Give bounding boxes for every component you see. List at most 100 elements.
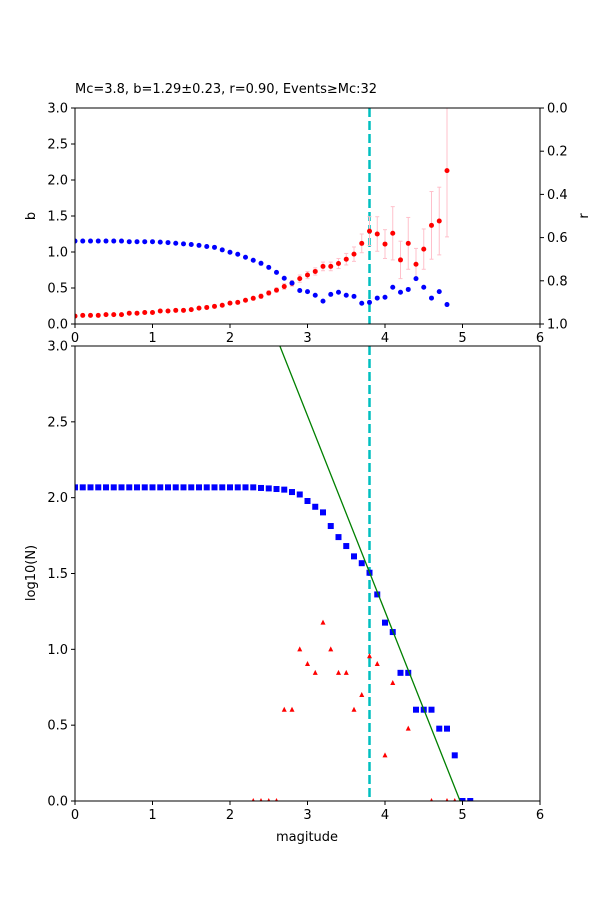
top-point-b-value (390, 230, 396, 236)
top-x-tick-label: 1 (148, 331, 156, 346)
top-point-r (188, 242, 194, 248)
top-point-r (88, 238, 93, 244)
top-x-tick-label: 3 (303, 331, 311, 346)
top-point-b-value (250, 295, 256, 301)
top-point-b-value (405, 240, 411, 246)
top-right-y-tick-label: 0.6 (547, 231, 568, 246)
top-point-r (398, 289, 403, 295)
top-point-r (390, 284, 396, 290)
bottom-point-cumulative (211, 484, 218, 491)
top-point-b-value (235, 299, 241, 305)
top-point-b-value (119, 312, 124, 318)
top-point-b-value (188, 307, 194, 313)
bottom-plot-area (75, 346, 474, 801)
top-point-b-value (351, 251, 357, 257)
top-x-tick-label: 5 (458, 331, 466, 346)
top-point-b-value (196, 305, 202, 311)
bottom-point-non-cumulative (374, 661, 380, 667)
top-point-r (328, 291, 334, 297)
top-right-y-tick-label: 1.0 (547, 318, 568, 333)
bottom-point-non-cumulative (405, 725, 411, 731)
top-right-y-tick-label: 0.0 (547, 102, 568, 117)
top-point-b-value (328, 263, 334, 269)
top-point-b-value (343, 256, 349, 262)
bottom-point-non-cumulative (445, 798, 449, 801)
bottom-y-tick-label: 0.0 (47, 795, 68, 810)
bottom-y-tick-label: 1.5 (47, 567, 68, 582)
top-point-b-value (227, 300, 233, 306)
top-point-r (266, 264, 272, 270)
bottom-y-tick-label: 0.5 (47, 719, 68, 734)
bottom-y-tick-label: 3.0 (47, 340, 68, 355)
top-point-r (336, 289, 341, 295)
bottom-x-axis-label: magitude (276, 830, 338, 845)
top-point-r (421, 284, 427, 290)
top-y-tick-label: 1.0 (47, 246, 68, 261)
bottom-point-cumulative (413, 706, 419, 713)
top-y-axis-label: b (24, 212, 39, 220)
top-right-axis-label: r (577, 213, 592, 219)
top-point-r (413, 276, 419, 282)
bottom-point-non-cumulative (367, 653, 372, 659)
bottom-point-non-cumulative (336, 669, 341, 675)
bottom-point-cumulative (219, 484, 226, 491)
bottom-point-cumulative (343, 543, 350, 550)
bottom-point-non-cumulative (351, 706, 357, 712)
top-point-r (429, 295, 434, 301)
top-point-b-value (421, 246, 427, 252)
bottom-point-cumulative (149, 484, 156, 491)
top-y-tick-label: 1.5 (47, 210, 68, 225)
top-point-b-value (382, 241, 388, 247)
bottom-point-cumulative (289, 489, 295, 496)
bottom-y-tick-label: 2.0 (47, 491, 68, 506)
top-point-r (274, 269, 279, 275)
top-point-r (281, 275, 287, 281)
bottom-point-non-cumulative (320, 619, 326, 625)
bottom-point-cumulative (126, 484, 133, 491)
top-y-tick-label: 2.5 (47, 138, 68, 153)
bottom-point-cumulative (242, 484, 249, 491)
top-point-r (196, 242, 202, 248)
top-point-r (444, 302, 450, 308)
top-point-b-value (336, 261, 341, 267)
bottom-y-tick-label: 1.0 (47, 643, 68, 658)
bottom-x-tick-label: 3 (303, 808, 311, 823)
top-point-r (204, 243, 210, 249)
top-point-r (75, 238, 78, 244)
top-point-b-value (181, 307, 186, 313)
top-point-r (243, 254, 248, 260)
bottom-point-non-cumulative (259, 798, 263, 801)
bottom-x-tick-label: 4 (381, 808, 389, 823)
bottom-point-cumulative (196, 484, 202, 491)
bottom-point-non-cumulative (305, 661, 310, 667)
top-point-r (405, 286, 411, 292)
top-point-r (165, 240, 171, 246)
bottom-point-cumulative (234, 484, 241, 491)
bottom-point-cumulative (79, 484, 86, 491)
bottom-point-cumulative (436, 725, 443, 732)
bottom-point-non-cumulative (343, 669, 349, 675)
top-point-b-value (173, 307, 179, 313)
top-point-r (297, 288, 303, 294)
top-point-r (111, 238, 117, 244)
bottom-point-non-cumulative (251, 798, 255, 801)
top-x-tick-label: 0 (71, 331, 79, 346)
top-point-b-value (367, 228, 372, 234)
bottom-point-cumulative (227, 484, 233, 491)
top-point-b-value (359, 240, 365, 246)
top-point-r (119, 238, 124, 244)
top-point-r (367, 299, 372, 305)
bottom-point-cumulative (134, 484, 140, 491)
top-point-r (351, 293, 357, 299)
bottom-point-cumulative (95, 484, 102, 491)
top-chart-title: Mc=3.8, b=1.29±0.23, r=0.90, Events≥Mc:3… (75, 82, 377, 97)
bottom-point-cumulative (250, 484, 257, 491)
top-point-b-value (212, 303, 217, 309)
bottom-point-cumulative (467, 798, 474, 801)
top-point-b-value (134, 310, 140, 316)
bottom-y-axis-label: log10(N) (24, 545, 39, 601)
bottom-x-tick-label: 6 (536, 808, 544, 823)
bottom-point-cumulative (320, 509, 326, 516)
bottom-point-non-cumulative (328, 646, 334, 652)
